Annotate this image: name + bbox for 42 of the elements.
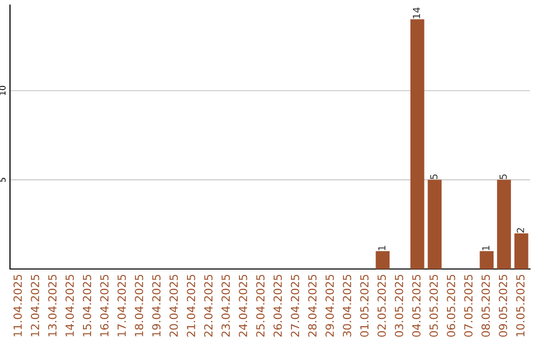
- x-tick-label: 13.04.2025: [48, 274, 57, 336]
- x-tick-label: 28.04.2025: [308, 274, 317, 337]
- bar: [514, 233, 528, 269]
- x-tick-label: 25.04.2025: [256, 274, 265, 337]
- x-tick-label: 17.04.2025: [117, 274, 126, 336]
- data-label: 1: [482, 246, 490, 250]
- x-tick-label: 16.04.2025: [100, 274, 109, 336]
- x-tick-label: 02.05.2025: [377, 274, 386, 337]
- x-tick-label: 27.04.2025: [290, 274, 300, 337]
- x-tick-label: 14.04.2025: [65, 274, 74, 336]
- x-tick-label: 19.04.2025: [152, 274, 161, 336]
- x-tick-label: 22.04.2025: [204, 274, 213, 337]
- bar: [428, 180, 442, 269]
- x-tick-label: 09.05.2025: [498, 274, 508, 337]
- x-tick-label: 11.04.2025: [13, 274, 22, 336]
- x-tick-label: 06.05.2025: [446, 274, 456, 337]
- bar: [410, 19, 424, 269]
- x-tick-label: 18.04.2025: [134, 274, 144, 336]
- x-tick-label: 07.05.2025: [464, 274, 473, 337]
- bar: [480, 251, 494, 269]
- x-tick-label: 21.04.2025: [186, 274, 196, 337]
- bar: [376, 251, 390, 269]
- x-tick-label: 03.05.2025: [394, 274, 404, 337]
- x-tick-label: 04.05.2025: [412, 274, 421, 337]
- bar: [497, 180, 511, 269]
- x-tick-label: 30.04.2025: [342, 274, 352, 337]
- x-tick-label: 08.05.2025: [481, 274, 490, 337]
- x-tick-label: 10.05.2025: [516, 274, 525, 336]
- x-tick-label: 23.04.2025: [221, 274, 230, 337]
- x-tick-label: 24.04.2025: [238, 274, 248, 337]
- x-tick-label: 15.04.2025: [82, 274, 92, 336]
- x-tick-label: 05.05.2025: [429, 274, 438, 337]
- x-tick-label: 20.04.2025: [169, 274, 178, 337]
- x-tick-label: 29.04.2025: [325, 274, 334, 337]
- data-label: 1: [378, 246, 386, 250]
- data-label: 5: [430, 174, 438, 180]
- x-tick-label: 12.04.2025: [30, 274, 40, 336]
- data-label: 5: [500, 174, 507, 180]
- x-tick-label: 01.05.2025: [360, 274, 369, 337]
- data-label: 14: [412, 7, 420, 18]
- data-label: 2: [516, 228, 524, 233]
- x-tick-label: 26.04.2025: [273, 274, 282, 337]
